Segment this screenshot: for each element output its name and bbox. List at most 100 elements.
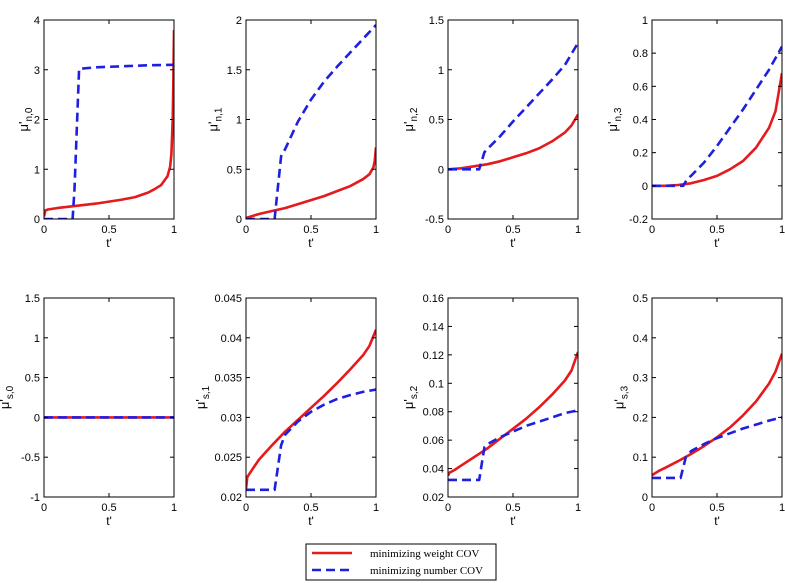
series-weight-line (652, 72, 782, 188)
plot-area (652, 45, 782, 188)
y-tick-label: 0.08 (423, 407, 444, 419)
x-tick-label: 0 (649, 502, 655, 514)
plot-area (652, 353, 782, 480)
legend-weight-label: minimizing weight COV (370, 548, 479, 560)
x-tick-label: 1 (575, 224, 581, 236)
y-tick-label: 0.6 (633, 81, 648, 93)
y-tick-label: 0.03 (221, 412, 242, 424)
x-tick-label: 1 (779, 502, 785, 514)
y-axis-label: μ's,0 (0, 385, 16, 409)
y-tick-label: -0.2 (629, 214, 648, 226)
plot-area (448, 42, 578, 171)
y-tick-label: 1.5 (25, 293, 40, 305)
axes-box (245, 19, 377, 220)
y-axis-label: μ's,3 (611, 385, 630, 409)
axes-box (651, 297, 783, 498)
y-tick-label: -1 (30, 492, 40, 504)
y-tick-label: 2 (34, 115, 40, 127)
axes-box (245, 297, 377, 498)
x-tick-label: 0 (41, 224, 47, 236)
y-tick-label: 0 (34, 412, 40, 424)
y-tick-label: 0 (34, 214, 40, 226)
axes-box (447, 19, 579, 220)
x-axis-label: t' (308, 236, 314, 250)
plot-area (246, 329, 376, 492)
x-tick-label: 0.5 (505, 502, 520, 514)
y-tick-label: 0.5 (633, 293, 648, 305)
y-tick-label: 0.02 (221, 492, 242, 504)
x-tick-label: 0 (445, 224, 451, 236)
y-tick-label: -0.5 (425, 214, 444, 226)
x-axis-label: t' (106, 236, 112, 250)
subplot-mu-s1: 0 0.5 1 0.02 0.025 0.03 0.035 0.04 0.045 t' μ's,1 (193, 293, 379, 528)
y-tick-label: 1 (34, 164, 40, 176)
x-axis-label: t' (714, 514, 720, 528)
series-weight-line (246, 329, 376, 490)
series-weight-line (448, 113, 578, 171)
y-tick-label: 0.8 (633, 48, 648, 60)
y-tick-label: 0.4 (633, 333, 648, 345)
y-tick-label: 0.025 (214, 452, 242, 464)
y-tick-label: 1.5 (429, 15, 444, 27)
y-tick-label: 1 (236, 115, 242, 127)
y-tick-label: 0.12 (423, 350, 444, 362)
y-tick-label: 0.2 (633, 412, 648, 424)
y-tick-label: -0.5 (21, 452, 40, 464)
y-tick-label: 1 (642, 15, 648, 27)
y-tick-label: 0.3 (633, 373, 648, 385)
y-tick-label: 1 (438, 65, 444, 77)
y-tick-label: 1.5 (227, 65, 242, 77)
y-axis-label: μ's,1 (193, 385, 212, 409)
y-tick-label: 0.02 (423, 492, 444, 504)
series-number-line (652, 416, 782, 480)
x-tick-label: 0.5 (709, 502, 724, 514)
x-axis-label: t' (714, 236, 720, 250)
x-tick-label: 0.5 (303, 224, 318, 236)
axes-box (447, 297, 579, 498)
series-number-line (652, 45, 782, 188)
x-tick-label: 0.5 (101, 224, 116, 236)
x-tick-label: 0.5 (101, 502, 116, 514)
axes-box (651, 19, 783, 220)
y-tick-label: 1 (34, 333, 40, 345)
series-number-line (246, 24, 376, 219)
y-tick-label: 0.5 (429, 115, 444, 127)
legend: minimizing weight COV minimizing number … (305, 543, 497, 581)
y-axis-label: μ'n,1 (205, 107, 224, 131)
x-tick-label: 0 (649, 224, 655, 236)
y-tick-label: 0 (642, 492, 648, 504)
y-tick-label: 0 (236, 214, 242, 226)
legend-number-label: minimizing number COV (370, 565, 483, 577)
x-tick-label: 0.5 (709, 224, 724, 236)
y-tick-label: 0 (438, 164, 444, 176)
subplot-mu-n0: 0 0.5 1 0 1 2 3 4 t' μ'n,0 (16, 15, 177, 250)
subplot-mu-s3: 0 0.5 100.10.20.30.40.5t'μ's,3 (611, 293, 785, 528)
legend-box (305, 543, 497, 581)
x-tick-label: 0.5 (505, 224, 520, 236)
axes-box (43, 297, 175, 498)
y-axis-label: μ's,2 (401, 385, 420, 409)
x-tick-label: 1 (779, 224, 785, 236)
series-weight-line (44, 29, 174, 217)
series-number-line (448, 409, 578, 482)
y-tick-label: 0.1 (633, 452, 648, 464)
subplot-mu-n1: 0 0.5 1 0 0.5 1 1.5 2 t' μ'n,1 (205, 15, 379, 250)
subplot-mu-s0: 0 0.5 1 -1 -0.5 0 0.5 1 1.5 t' μ's,0 (0, 293, 177, 528)
series-weight-line (652, 353, 782, 477)
y-tick-label: 3 (34, 65, 40, 77)
y-tick-label: 0.5 (25, 373, 40, 385)
x-tick-label: 1 (575, 502, 581, 514)
x-axis-label: t' (106, 514, 112, 528)
series-weight-line (246, 147, 376, 219)
y-tick-label: 0.04 (423, 464, 444, 476)
subplot-mu-n3: 0 0.5 1-0.200.20.40.60.81t'μ'n,3 (605, 15, 785, 250)
subplot-mu-s2: 0 0.5 1 0.02 0.04 0.06 0.08 0.1 0.12 0.14 0.16 t' μ'… (401, 293, 581, 528)
y-tick-label: 0.045 (214, 293, 242, 305)
y-tick-label: 0.16 (423, 293, 444, 305)
y-tick-label: 0.04 (221, 333, 242, 345)
x-tick-label: 1 (171, 224, 177, 236)
series-number-line (246, 388, 376, 492)
x-tick-label: 0 (41, 502, 47, 514)
